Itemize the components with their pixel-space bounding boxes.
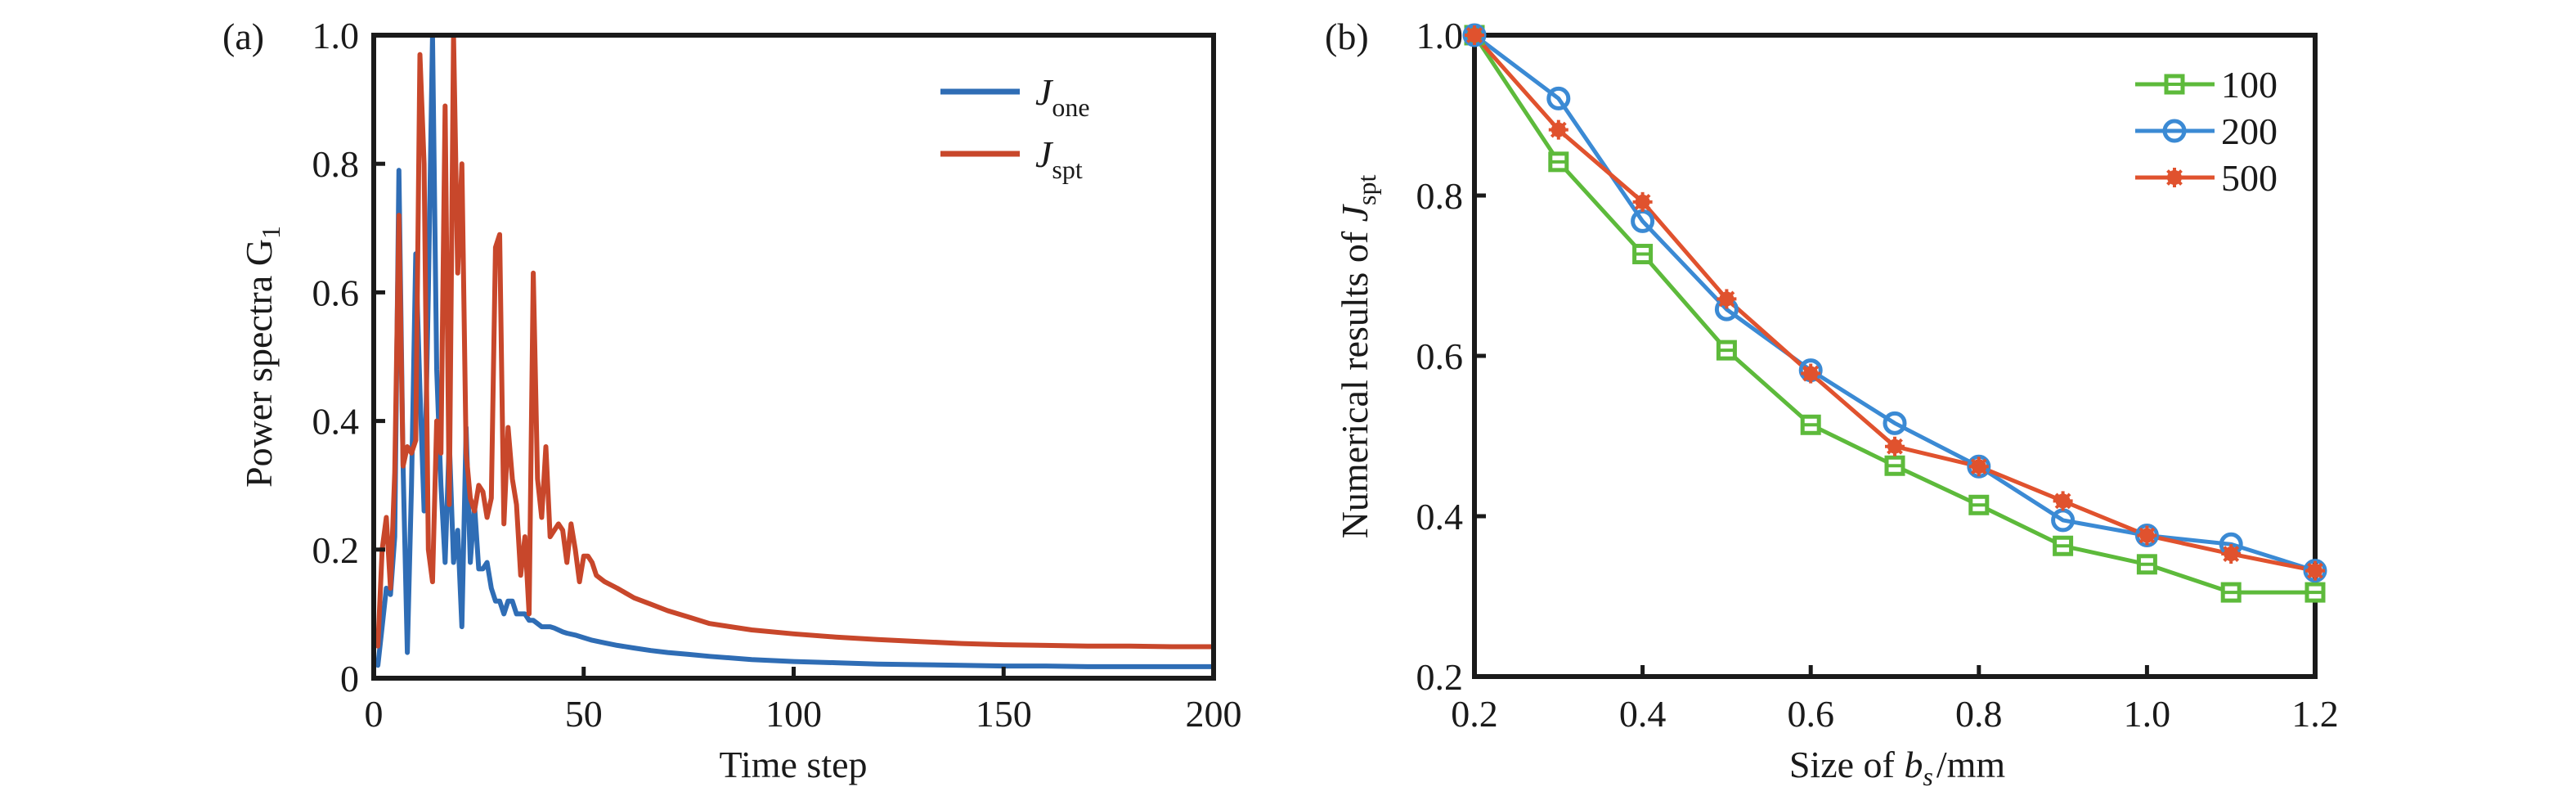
panel-a-x-axis-label: Time step <box>719 744 867 785</box>
legend-label-100: 100 <box>2221 64 2278 106</box>
panel-b-xtick-labels: 0.2 0.4 0.6 0.8 1.0 1.2 <box>1451 693 2339 735</box>
data-point-500-spoke <box>1970 458 1987 475</box>
data-point-500 <box>1801 363 1821 384</box>
panel-a-xtick-labels: 0 50 100 150 200 <box>365 693 1242 735</box>
y-tick-label: 0.2 <box>1416 656 1464 698</box>
x-tick-label: 0.8 <box>1955 693 2003 735</box>
y-tick-label: 0.8 <box>1416 175 1464 217</box>
legend-j-one-sub: one <box>1052 92 1089 122</box>
panel-a-ytick-labels: 0 0.2 0.4 0.6 0.8 1.0 <box>312 15 360 699</box>
legend-label-500: 500 <box>2221 157 2278 199</box>
data-point-500-spoke <box>1802 365 1820 382</box>
x-tick-label: 100 <box>765 693 822 735</box>
legend-label-j-spt: Jspt <box>1035 133 1083 184</box>
panel-a-y-axis-label: Power spectra G1 <box>238 226 285 488</box>
data-point-500 <box>1885 436 1905 456</box>
x-tick-label: 150 <box>976 693 1032 735</box>
y-tick-label: 1.0 <box>312 15 360 56</box>
data-point-200 <box>1546 86 1571 110</box>
data-point-500 <box>1548 119 1568 140</box>
y-tick-label: 0.8 <box>312 143 360 185</box>
y-tick-label: 0.2 <box>312 529 360 571</box>
legend-marker-500-spoke <box>2166 169 2183 186</box>
panel-label-b: (b) <box>1325 16 1369 57</box>
legend-j-one-main: J <box>1035 71 1054 113</box>
data-point-500-spoke <box>1550 121 1567 138</box>
panel-a-legend: Jone Jspt <box>940 71 1090 184</box>
data-point-500-spoke <box>1718 290 1735 308</box>
series-line-200 <box>1473 34 2316 573</box>
data-point-500-spoke <box>1634 193 1651 210</box>
panel-b-ylabel-var: J <box>1334 203 1376 222</box>
y-tick-label: 0.6 <box>312 272 360 313</box>
panel-label-a: (a) <box>222 16 264 57</box>
panel-b-ylabel-sub: spt <box>1352 174 1381 205</box>
panel-b-xlabel-var: b <box>1904 744 1923 785</box>
panel-b-markers <box>1462 23 2327 603</box>
y-tick-label: 1.0 <box>1416 15 1464 56</box>
panel-b-xlabel-post: /mm <box>1936 744 2006 785</box>
legend-label-200: 200 <box>2221 110 2278 152</box>
data-point-500 <box>2221 544 2242 564</box>
series-line-500 <box>1473 34 2316 573</box>
data-point-500-spoke <box>1466 27 1483 43</box>
x-tick-label: 0.2 <box>1451 693 1498 735</box>
x-tick-label: 200 <box>1186 693 1242 735</box>
panel-a-series <box>375 33 1216 669</box>
series-line-j-spt <box>375 33 1216 650</box>
data-point-500-spoke <box>2054 492 2071 510</box>
panel-b-ticks <box>1474 193 2149 677</box>
legend-label-j-one: Jone <box>1035 71 1090 122</box>
series-line-j-one <box>375 33 1216 669</box>
legend-j-spt-sub: spt <box>1052 155 1082 184</box>
panel-b-xlabel-pre: Size of <box>1789 744 1905 785</box>
y-tick-label: 0 <box>340 658 359 699</box>
legend-marker-500 <box>2165 168 2184 187</box>
panel-a-y-axis-label-subscript: 1 <box>256 226 285 239</box>
x-tick-label: 1.0 <box>2124 693 2171 735</box>
y-tick-label: 0.4 <box>1416 496 1464 537</box>
panel-b-x-axis-label: Size of bs/mm <box>1789 744 2006 791</box>
panel-b: (b) 0.2 0.4 0.6 0.8 1.0 0.2 0.4 0.6 0.8 1.0 1.2 S… <box>1325 15 2339 791</box>
legend-j-spt-main: J <box>1035 133 1054 175</box>
x-tick-label: 0 <box>365 693 384 735</box>
x-tick-label: 1.2 <box>2291 693 2339 735</box>
x-tick-label: 0.4 <box>1619 693 1667 735</box>
panel-b-y-axis-label: Numerical results of Jspt <box>1334 174 1381 538</box>
panel-a-y-axis-label-main: Power spectra G <box>238 239 280 488</box>
data-point-500 <box>2137 525 2157 546</box>
panel-b-series <box>1472 34 2316 595</box>
panel-a-ticks <box>374 161 1006 678</box>
data-point-500 <box>2053 491 2073 511</box>
panel-b-ylabel-pre: Numerical results of <box>1334 222 1376 538</box>
data-point-500 <box>1717 289 1737 309</box>
panel-b-ytick-labels: 0.2 0.4 0.6 0.8 1.0 <box>1416 15 1464 698</box>
panel-b-xlabel-sub: s <box>1923 762 1932 791</box>
series-line-100 <box>1472 34 2315 595</box>
data-point-200 <box>1631 209 1655 233</box>
y-tick-label: 0.4 <box>312 401 360 443</box>
data-point-500 <box>1968 456 1989 477</box>
data-point-500-spoke <box>2307 562 2323 579</box>
data-point-500 <box>2305 560 2325 581</box>
data-point-500-spoke <box>2138 527 2156 544</box>
y-tick-label: 0.6 <box>1416 335 1464 377</box>
data-point-200 <box>1883 411 1907 435</box>
data-point-500 <box>1632 191 1653 212</box>
x-tick-label: 0.6 <box>1787 693 1834 735</box>
legend-marker-200 <box>2162 119 2187 143</box>
data-point-500-spoke <box>1887 438 1903 455</box>
data-point-200 <box>2051 508 2076 533</box>
panel-a: (a) 0 0.2 0.4 0.6 0.8 1.0 0 50 100 150 200 Time s… <box>222 15 1242 785</box>
x-tick-label: 50 <box>565 693 603 735</box>
data-point-500 <box>1465 25 1484 45</box>
data-point-500-spoke <box>2223 546 2240 562</box>
